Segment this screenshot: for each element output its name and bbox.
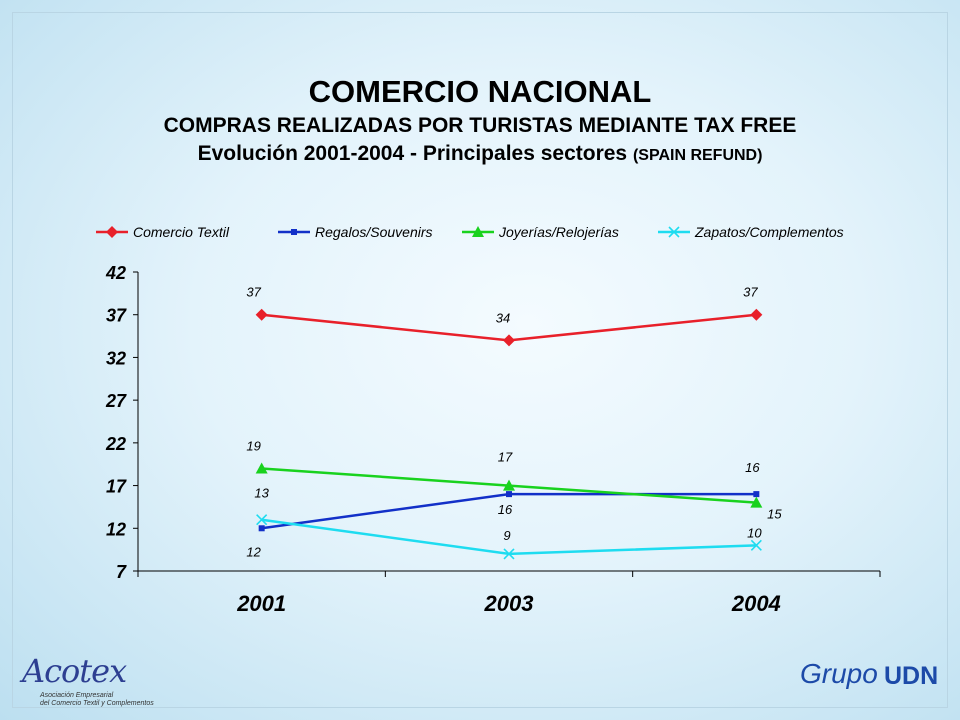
data-label: 19 <box>246 438 260 453</box>
marker-triangle <box>255 462 268 474</box>
marker-diamond <box>255 308 268 321</box>
grupo-udn-logo: Grupo UDN <box>800 656 946 696</box>
marker-diamond <box>106 226 118 238</box>
y-tick-label: 42 <box>105 263 126 283</box>
data-label: 16 <box>498 502 513 517</box>
chart-title: COMERCIO NACIONAL <box>308 74 652 109</box>
marker-square <box>291 229 297 235</box>
data-label: 10 <box>747 525 762 540</box>
y-tick-label: 7 <box>116 562 127 582</box>
acotex-logo: Acotex Asociación Empresarial del Comerc… <box>14 650 164 712</box>
data-label: 17 <box>498 450 513 465</box>
data-label: 9 <box>503 528 510 543</box>
y-tick-label: 22 <box>105 434 126 454</box>
subtitle-main: Evolución 2001-2004 - Principales sector… <box>197 142 628 165</box>
marker-square <box>753 491 760 498</box>
y-tick-label: 32 <box>106 348 126 368</box>
data-label: 13 <box>254 486 269 501</box>
data-label: 12 <box>246 544 261 559</box>
marker-x <box>668 226 680 238</box>
title-block: COMERCIO NACIONAL COMPRAS REALIZADAS POR… <box>0 72 960 170</box>
data-label: 34 <box>496 310 510 325</box>
marker-triangle <box>503 479 515 491</box>
marker-x <box>503 548 515 560</box>
chart-subtitle: COMPRAS REALIZADAS POR TURISTAS MEDIANTE… <box>163 114 797 137</box>
legend-entry: Regalos/Souvenirs <box>315 224 433 240</box>
legend-entry: Comercio Textil <box>133 224 230 240</box>
x-tick-label: 2003 <box>484 591 534 616</box>
acotex-logo-name: Acotex <box>22 652 127 690</box>
y-tick-label: 17 <box>106 477 127 497</box>
marker-diamond <box>503 334 515 347</box>
chart-subtitle-2: Evolución 2001-2004 - Principales sector… <box>0 140 960 170</box>
grupo-udn-logo-grupo: Grupo <box>800 658 878 689</box>
marker-square <box>258 525 265 532</box>
marker-square <box>506 491 512 498</box>
x-tick-label: 2001 <box>236 591 286 616</box>
y-tick-label: 12 <box>106 519 126 539</box>
data-label: 37 <box>743 285 758 300</box>
data-label: 16 <box>745 460 760 475</box>
marker-diamond <box>750 308 763 321</box>
slide-frame <box>12 12 948 708</box>
y-tick-label: 27 <box>105 391 127 411</box>
legend-entry: Joyerías/Relojerías <box>498 224 619 240</box>
marker-x <box>256 514 268 526</box>
subtitle-small: (SPAIN REFUND) <box>632 147 763 164</box>
x-tick-label: 2004 <box>731 591 781 616</box>
acotex-logo-line1: Asociación Empresarial <box>40 692 114 699</box>
marker-triangle <box>750 496 763 508</box>
data-label: 15 <box>767 507 782 522</box>
marker-x <box>750 539 762 551</box>
acotex-logo-line2: del Comercio Textil y Complementos <box>40 700 154 707</box>
y-tick-label: 37 <box>106 306 127 326</box>
legend-entry: Zapatos/Complementos <box>694 224 844 240</box>
data-label: 37 <box>246 285 261 300</box>
marker-triangle <box>472 226 484 237</box>
grupo-udn-logo-udn: UDN <box>884 662 939 690</box>
